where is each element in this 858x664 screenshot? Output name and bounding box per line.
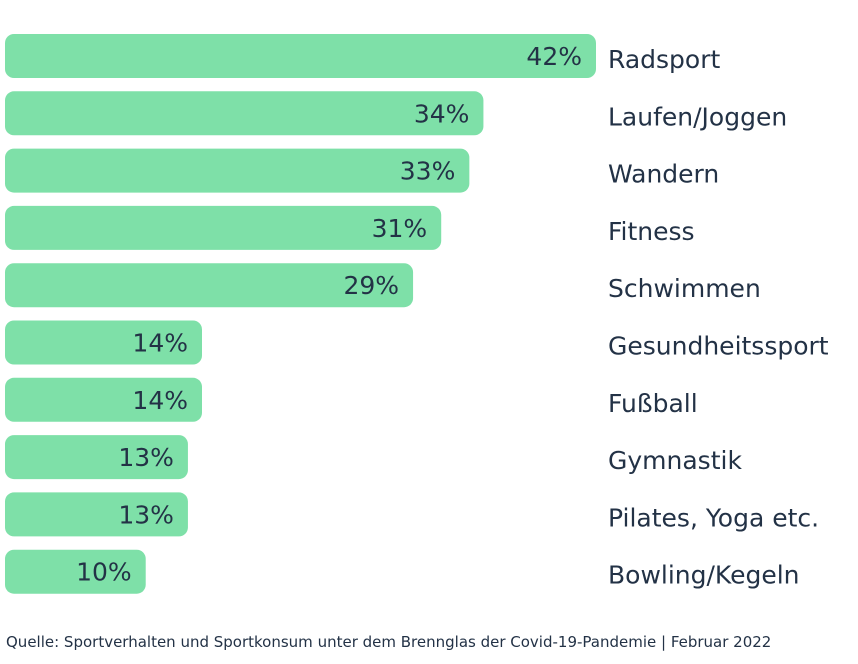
category-label: Wandern (608, 160, 719, 189)
category-label: Fußball (608, 389, 698, 418)
bar (5, 549, 146, 594)
bar (5, 34, 596, 78)
bar-chart: 42% Radsport 34% Laufen/Joggen 33% Wandern 31%… (5, 34, 829, 594)
bar (5, 148, 470, 193)
category-label: Schwimmen (608, 274, 761, 303)
bar (5, 91, 484, 136)
category-label: Laufen/Joggen (608, 102, 787, 131)
category-label: Radsport (608, 45, 720, 74)
bar-value-label: 10% (76, 558, 132, 587)
bar-value-label: 13% (118, 443, 174, 472)
bar (5, 205, 442, 250)
bar-value-label: 33% (400, 157, 456, 186)
bar (5, 435, 188, 480)
bar-value-label: 31% (372, 214, 428, 243)
category-label: Pilates, Yoga etc. (608, 503, 819, 532)
bar-value-label: 34% (414, 99, 470, 128)
bar-value-label: 42% (526, 42, 582, 71)
bar-value-label: 14% (132, 386, 188, 415)
bar-value-label: 29% (343, 271, 399, 300)
bar (5, 263, 414, 308)
bar-value-label: 14% (132, 329, 188, 358)
category-label: Fitness (608, 217, 695, 246)
bar (5, 377, 202, 422)
bar (5, 320, 202, 365)
source-note: Quelle: Sportverhalten und Sportkonsum u… (6, 633, 772, 651)
category-label: Bowling/Kegeln (608, 561, 800, 590)
bar-value-label: 13% (118, 500, 174, 529)
category-label: Gesundheitssport (608, 332, 829, 361)
bar (5, 492, 188, 537)
category-label: Gymnastik (608, 446, 742, 475)
